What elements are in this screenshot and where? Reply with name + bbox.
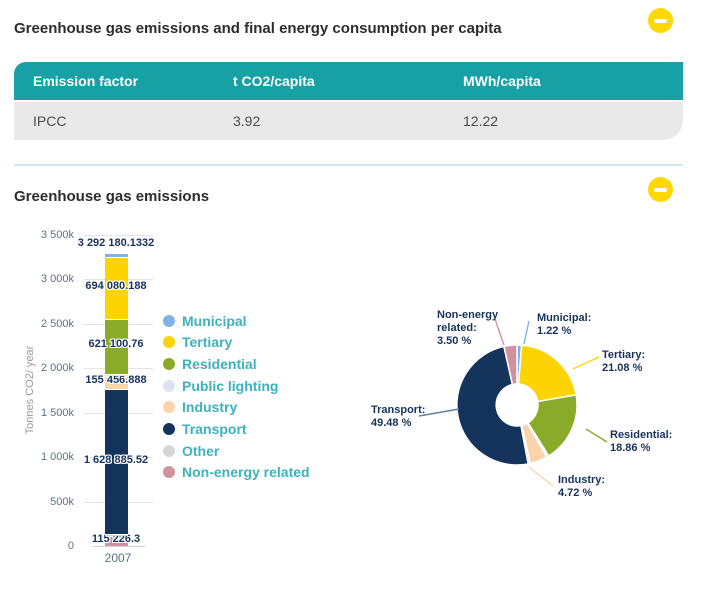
y-tick-label: 500k — [50, 495, 74, 508]
column-header-emission-factor: Emission factor — [33, 73, 139, 89]
section-title-per-capita: Greenhouse gas emissions and final energ… — [14, 20, 502, 38]
minus-icon — [654, 187, 667, 192]
bar-segment-municipal[interactable] — [105, 253, 128, 258]
pie-label-line: Transport: — [371, 404, 426, 416]
bar-segment-industry[interactable] — [105, 375, 128, 390]
leader-line-municipal — [523, 320, 530, 345]
pie-label-line: 49.48 % — [371, 417, 412, 429]
legend-item-public-lighting[interactable]: Public lighting — [163, 375, 310, 397]
pie-label-line: Residential: — [610, 429, 673, 441]
legend-item-residential[interactable]: Residential — [163, 353, 310, 375]
y-tick-label: 3 000k — [40, 273, 74, 286]
table-header-row: Emission factor t CO2/capita MWh/capita — [14, 62, 683, 100]
legend-dot-icon — [163, 358, 175, 371]
leader-line-residential — [585, 428, 608, 443]
pie-label-non-energy-related: Non-energy related: 3.50 % — [437, 309, 498, 348]
chart-legend: Municipal Tertiary Residential Public light… — [163, 310, 310, 483]
bar-value-label: 155 456.888 — [85, 374, 147, 387]
legend-label: Non-energy related — [182, 464, 310, 481]
legend-item-transport[interactable]: Transport — [163, 418, 310, 440]
y-tick-label: 2 000k — [40, 362, 74, 375]
pie-label-line: 1.22 % — [537, 325, 572, 337]
legend-item-industry[interactable]: Industry — [163, 397, 310, 419]
bar-total-label: 3 292 180.1332 — [77, 237, 155, 250]
pie-slice-tertiary[interactable] — [517, 344, 577, 403]
bar-segment-non-energy-related[interactable] — [105, 535, 128, 546]
legend-dot-icon — [163, 379, 175, 392]
legend-dot-icon — [163, 336, 175, 349]
pie-label-line: 3.50 % — [437, 335, 472, 347]
legend-label: Public lighting — [182, 377, 279, 394]
collapse-button-per-capita[interactable] — [648, 8, 673, 33]
bar-value-label: 621 100.76 — [88, 338, 144, 351]
section-title-ghg: Greenhouse gas emissions — [14, 188, 210, 206]
pie-label-line: Industry: — [558, 474, 606, 486]
x-axis-line — [93, 546, 145, 547]
pie-label-tertiary: Tertiary: 21.08 % — [602, 349, 645, 375]
legend-dot-icon — [163, 466, 175, 479]
pie-label-transport: Transport: 49.48 % — [371, 404, 425, 430]
y-tick-label: 2 500k — [40, 317, 74, 330]
legend-dot-icon — [163, 444, 175, 457]
x-tick-label-2007: 2007 — [104, 551, 132, 565]
pie-label-residential: Residential: 18.86 % — [610, 429, 672, 455]
pie-label-municipal: Municipal: 1.22 % — [537, 312, 591, 338]
pie-slice-residential[interactable] — [527, 394, 578, 457]
legend-label: Industry — [182, 399, 238, 416]
pie-label-line: Municipal: — [537, 312, 592, 324]
section-divider — [14, 164, 683, 166]
legend-dot-icon — [163, 401, 175, 414]
gridline — [84, 235, 153, 236]
legend-dot-icon — [163, 423, 175, 436]
y-tick-label: 1 500k — [40, 406, 74, 419]
bar-segment-transport[interactable] — [105, 389, 128, 535]
table-row: IPCC 3.92 12.22 — [14, 102, 683, 140]
bar-segment-residential[interactable] — [105, 318, 128, 374]
legend-label: Municipal — [182, 312, 247, 329]
y-tick-label: 0 — [67, 540, 74, 552]
bar-value-label: 1 628 885.52 — [83, 453, 149, 466]
pie-label-line: 4.72 % — [558, 487, 593, 499]
legend-item-municipal[interactable]: Municipal — [163, 310, 310, 332]
legend-item-other[interactable]: Other — [163, 440, 310, 462]
pie-label-industry: Industry: 4.72 % — [558, 474, 605, 500]
legend-label: Other — [182, 442, 220, 459]
pie-label-line: 21.08 % — [602, 362, 643, 374]
column-header-tco2-capita: t CO2/capita — [233, 73, 315, 89]
collapse-button-ghg[interactable] — [648, 177, 673, 202]
bar-value-label: 694 080.188 — [85, 279, 147, 292]
pie-label-line: Tertiary: — [602, 349, 646, 361]
legend-item-tertiary[interactable]: Tertiary — [163, 332, 310, 354]
legend-label: Transport — [182, 421, 247, 438]
leader-line-industry — [528, 466, 554, 487]
cell-tco2-capita: 3.92 — [233, 113, 261, 129]
bar-segment-tertiary[interactable] — [105, 257, 128, 319]
emission-factor-table: Emission factor t CO2/capita MWh/capita … — [14, 62, 683, 140]
legend-label: Residential — [182, 356, 257, 373]
legend-label: Tertiary — [182, 334, 233, 351]
pie-slice-non-energy-related[interactable] — [503, 344, 518, 386]
y-axis-title: Tonnes CO2/ year — [24, 345, 36, 435]
legend-item-non-energy-related[interactable]: Non-energy related — [163, 461, 310, 483]
minus-icon — [654, 18, 667, 23]
legend-dot-icon — [163, 314, 175, 327]
column-header-mwh-capita: MWh/capita — [463, 73, 541, 89]
pie-label-line: 18.86 % — [610, 442, 651, 454]
bar-segment-public-lighting[interactable] — [105, 373, 128, 376]
cell-emission-factor: IPCC — [33, 113, 67, 129]
y-tick-label: 1 000k — [40, 451, 74, 464]
y-tick-label: 3 500k — [40, 229, 74, 241]
cell-mwh-capita: 12.22 — [463, 113, 499, 129]
pie-label-line: related: — [437, 322, 477, 334]
bar-segment-other[interactable] — [105, 534, 128, 536]
bar-value-label: 115 226.3 — [91, 532, 141, 545]
pie-label-line: Non-energy — [437, 309, 499, 321]
leader-line-tertiary — [572, 356, 600, 370]
